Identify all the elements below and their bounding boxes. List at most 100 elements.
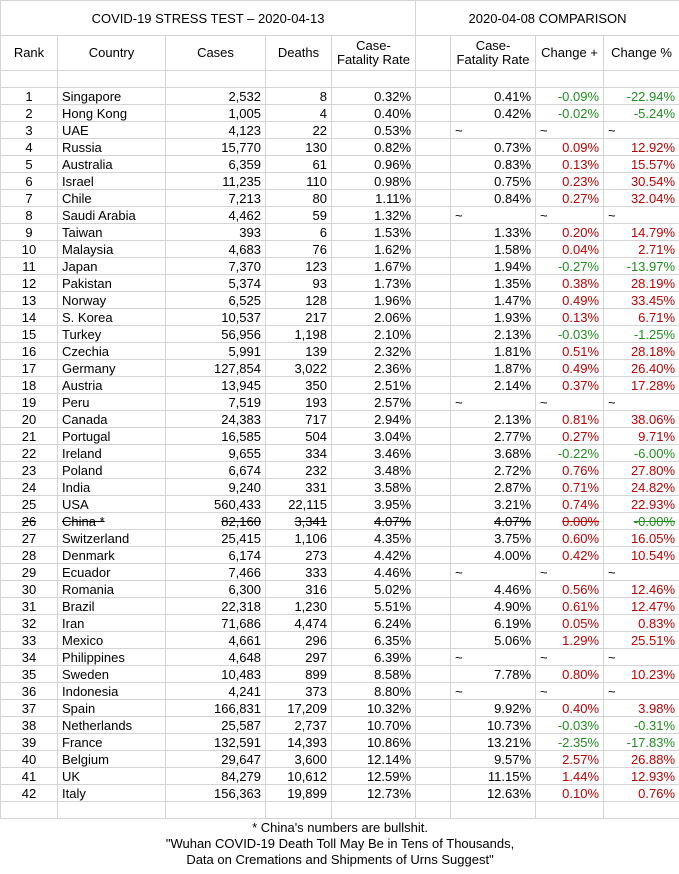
prior-case-fatality-rate: 4.90% [450, 597, 537, 615]
case-fatality-rate: 8.58% [330, 665, 417, 683]
rank: 20 [0, 410, 58, 428]
change-percent: -22.94% [603, 87, 679, 105]
cases: 560,433 [165, 495, 266, 513]
deaths: 273 [265, 546, 332, 564]
rank: 42 [0, 784, 58, 802]
cases: 6,359 [165, 155, 266, 173]
change-points: 0.04% [535, 240, 605, 258]
prior-case-fatality-rate: 1.58% [450, 240, 537, 258]
case-fatality-rate: 10.86% [330, 733, 417, 751]
data-row: 38 Netherlands 25,587 2,737 10.70% 10.73% -0.0… [0, 716, 679, 734]
rank: 5 [0, 155, 58, 173]
cases: 7,213 [165, 189, 266, 207]
case-fatality-rate: 5.02% [330, 580, 417, 598]
deaths: 334 [265, 444, 332, 462]
country: Brazil [57, 597, 166, 615]
rank: 27 [0, 529, 58, 547]
rank: 30 [0, 580, 58, 598]
data-row: 34 Philippines 4,648 297 6.39% ~ ~ ~ [0, 648, 679, 666]
country: Belgium [57, 750, 166, 768]
rank: 40 [0, 750, 58, 768]
spacer-cell [415, 614, 452, 632]
deaths: 123 [265, 257, 332, 275]
cases: 9,655 [165, 444, 266, 462]
change-percent: ~ [603, 682, 679, 700]
case-fatality-rate: 2.32% [330, 342, 417, 360]
rank: 23 [0, 461, 58, 479]
country: Portugal [57, 427, 166, 445]
case-fatality-rate: 0.53% [330, 121, 417, 139]
footer-row: * China's numbers are bullshit. [1, 819, 679, 836]
change-points: -0.03% [535, 716, 605, 734]
rank: 13 [0, 291, 58, 309]
deaths: 2,737 [265, 716, 332, 734]
country: Norway [57, 291, 166, 309]
footnote-line: "Wuhan COVID-19 Death Toll May Be in Ten… [165, 835, 515, 851]
prior-case-fatality-rate: 2.77% [450, 427, 537, 445]
deaths: 504 [265, 427, 332, 445]
cases: 25,587 [165, 716, 266, 734]
deaths: 1,106 [265, 529, 332, 547]
data-row: 4 Russia 15,770 130 0.82% 0.73% 0.09% 12.92% [0, 138, 679, 156]
cases: 6,300 [165, 580, 266, 598]
rank: 38 [0, 716, 58, 734]
footer-row: "Wuhan COVID-19 Death Toll May Be in Ten… [1, 835, 679, 851]
cases: 127,854 [165, 359, 266, 377]
change-percent: 12.93% [603, 767, 679, 785]
change-points: 0.27% [535, 427, 605, 445]
rank: 19 [0, 393, 58, 411]
prior-case-fatality-rate: 2.72% [450, 461, 537, 479]
data-row: 3 UAE 4,123 22 0.53% ~ ~ ~ [0, 121, 679, 139]
data-row: 11 Japan 7,370 123 1.67% 1.94% -0.27% -13.97% [0, 257, 679, 275]
spacer-cell [415, 121, 452, 139]
change-percent: -0.31% [603, 716, 679, 734]
change-percent: -13.97% [603, 257, 679, 275]
change-percent: 15.57% [603, 155, 679, 173]
data-row: 5 Australia 6,359 61 0.96% 0.83% 0.13% 15.57% [0, 155, 679, 173]
spacer-cell [415, 325, 452, 343]
spacer-cell [415, 563, 452, 581]
country: Denmark [57, 546, 166, 564]
change-points: 0.13% [535, 155, 605, 173]
change-points: 0.05% [535, 614, 605, 632]
rank: 2 [0, 104, 58, 122]
change-percent: -6.00% [603, 444, 679, 462]
data-row: 29 Ecuador 7,466 333 4.46% ~ ~ ~ [0, 563, 679, 581]
case-fatality-rate: 1.96% [330, 291, 417, 309]
change-points: 0.00% [535, 512, 605, 530]
country: Poland [57, 461, 166, 479]
country: Israel [57, 172, 166, 190]
prior-case-fatality-rate: 2.13% [450, 410, 537, 428]
change-percent: 25.51% [603, 631, 679, 649]
spacer-cell [415, 274, 452, 292]
change-percent: 24.82% [603, 478, 679, 496]
rank: 18 [0, 376, 58, 394]
column-header: Case-Fatality Rate [330, 35, 417, 71]
deaths: 350 [265, 376, 332, 394]
country: Singapore [57, 87, 166, 105]
prior-case-fatality-rate: ~ [450, 648, 537, 666]
country: Turkey [57, 325, 166, 343]
change-percent: 2.71% [603, 240, 679, 258]
deaths: 193 [265, 393, 332, 411]
prior-case-fatality-rate: ~ [450, 682, 537, 700]
change-points: 0.51% [535, 342, 605, 360]
data-row: 23 Poland 6,674 232 3.48% 2.72% 0.76% 27.80% [0, 461, 679, 479]
deaths: 128 [265, 291, 332, 309]
change-percent: ~ [603, 121, 679, 139]
spacer-cell [415, 189, 452, 207]
deaths: 3,341 [265, 512, 332, 530]
data-row: 12 Pakistan 5,374 93 1.73% 1.35% 0.38% 28.19% [0, 274, 679, 292]
column-header: Deaths [265, 35, 332, 71]
change-percent: 6.71% [603, 308, 679, 326]
deaths: 19,899 [265, 784, 332, 802]
change-percent: 0.83% [603, 614, 679, 632]
data-row: 24 India 9,240 331 3.58% 2.87% 0.71% 24.82% [0, 478, 679, 496]
cases: 4,241 [165, 682, 266, 700]
case-fatality-rate: 1.53% [330, 223, 417, 241]
change-percent: 26.40% [603, 359, 679, 377]
data-row: 28 Denmark 6,174 273 4.42% 4.00% 0.42% 10.54% [0, 546, 679, 564]
case-fatality-rate: 12.73% [330, 784, 417, 802]
change-percent: 12.92% [603, 138, 679, 156]
